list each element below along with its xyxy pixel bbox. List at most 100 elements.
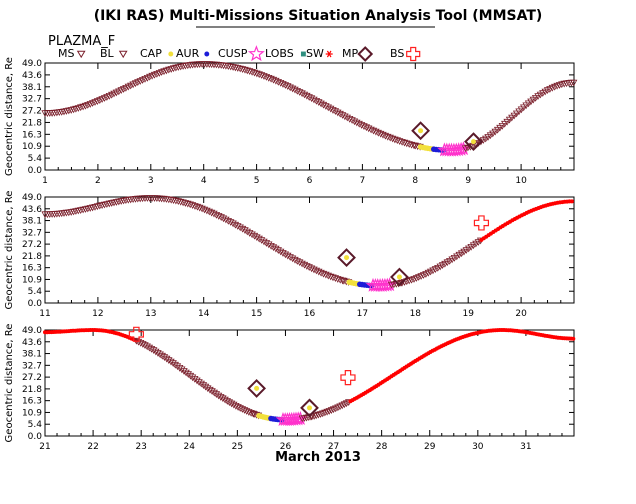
orbit-point: [327, 273, 335, 281]
legend: MS BL CAP AUR CUSP LOBS SW MP BS: [58, 45, 421, 62]
month-label: March 2013: [275, 450, 361, 465]
triangle-down-icon: [118, 50, 128, 59]
orbit-point: [360, 123, 368, 131]
orbit-point: [284, 83, 292, 91]
legend-item-bs: BS: [390, 46, 421, 62]
orbit-point: [238, 66, 247, 74]
legend-label: CAP: [140, 47, 162, 60]
legend-item-aur: AUR: [176, 47, 210, 60]
orbit-segment-ms: [41, 61, 418, 150]
orbit-point: [293, 88, 301, 95]
x-tick-label: 17: [357, 309, 368, 319]
orbit-point: [248, 69, 256, 76]
diamond-icon: [357, 46, 374, 62]
orbit-point: [570, 79, 578, 87]
plot-frame: [44, 62, 575, 171]
orbit-point: [512, 110, 521, 118]
orbit-point: [262, 74, 271, 81]
x-tick-label: 10: [515, 176, 527, 186]
orbit-point: [510, 112, 518, 120]
orbit-point: [236, 65, 244, 73]
orbit-segment-sw: [43, 328, 138, 343]
marker-mp: [411, 121, 431, 141]
marker-bs: [473, 215, 490, 231]
orbit-point: [260, 73, 268, 80]
x-tick-label: 19: [462, 309, 474, 319]
y-tick-label: 49.0: [22, 59, 42, 69]
x-tick-label: 15: [251, 309, 262, 319]
x-tick-label: 7: [360, 176, 366, 186]
x-tick-label: 28: [376, 442, 388, 452]
orbit-point: [393, 137, 401, 145]
orbit-point: [246, 68, 254, 76]
orbit-point: [243, 67, 251, 75]
y-tick-label: 16.3: [22, 130, 42, 140]
x-tick-label: 25: [232, 442, 243, 452]
marker-mp: [337, 248, 356, 267]
x-tick-label: 2: [95, 176, 101, 186]
orbit-point: [353, 119, 361, 127]
orbit-point: [210, 210, 218, 218]
orbit-point: [453, 141, 469, 156]
y-tick-label: 43.6: [22, 205, 42, 215]
x-tick-label: 14: [198, 309, 210, 319]
y-tick-label: 49.0: [22, 193, 42, 203]
x-tick-label: 6: [307, 176, 313, 186]
orbit-point: [312, 267, 321, 275]
chart-panel-3: 0.0 5.4 10.916.3 21.8 27.2 32.738.1 43.6 49.0 21…: [4, 324, 576, 452]
x-tick-label: 30: [472, 442, 484, 452]
y-tick-label: 21.8: [22, 252, 42, 262]
y-tick-label: 10.9: [22, 275, 42, 285]
orbit-point: [411, 142, 419, 150]
y-tick-label: 10.9: [22, 408, 42, 418]
y-tick-label: 21.8: [22, 118, 42, 128]
orbit-point: [203, 207, 211, 215]
orbit-point: [403, 140, 411, 148]
y-tick-label: 38.1: [22, 217, 42, 227]
orbit-point: [250, 411, 258, 418]
legend-label: AUR: [176, 47, 200, 60]
orbit-point: [234, 65, 242, 72]
x-tick-label: 22: [87, 442, 98, 452]
y-tick-label: 38.1: [22, 83, 42, 93]
orbit-point: [310, 413, 318, 420]
y-axis-label: Geocentric distance, Re: [4, 57, 15, 176]
y-tick-label: 32.7: [22, 95, 42, 105]
cross-icon: [406, 46, 421, 62]
orbit-point: [257, 72, 266, 79]
orbit-point: [247, 410, 255, 417]
y-axis-label: Geocentric distance, Re: [4, 191, 15, 310]
orbit-point: [369, 127, 378, 135]
orbit-point: [186, 201, 194, 209]
orbit-point: [174, 198, 182, 206]
orbit-segment-ms: [472, 79, 578, 149]
orbit-point: [198, 205, 206, 213]
x-tick-label: 3: [148, 176, 154, 186]
y-tick-label: 38.1: [22, 350, 42, 360]
orbit-point: [119, 197, 128, 205]
orbit-point: [180, 368, 188, 375]
orbit-point: [508, 114, 516, 122]
x-tick-label: 4: [201, 176, 207, 186]
orbit-point: [340, 277, 348, 285]
x-tick-label: 26: [280, 442, 292, 452]
orbit-point: [569, 199, 574, 204]
marker-bs: [340, 369, 356, 386]
orbit-segment-sw: [479, 199, 574, 242]
y-axis-label: Geocentric distance, Re: [4, 324, 15, 443]
asterisk-icon: [325, 50, 333, 58]
legend-label: SW: [306, 47, 324, 60]
y-tick-label: 5.4: [28, 420, 43, 430]
orbit-segment-sw: [348, 328, 576, 404]
orbit-point: [501, 120, 509, 128]
orbit-point: [179, 199, 187, 207]
orbit-segment-cusp: [365, 277, 397, 292]
orbit-point: [184, 200, 192, 208]
orbit-point: [331, 275, 340, 283]
legend-item-cap: CAP: [140, 47, 174, 60]
orbit-point: [522, 102, 530, 110]
y-tick-label: 10.9: [22, 142, 42, 152]
plot-frame: [44, 329, 575, 437]
orbit-point: [177, 198, 185, 206]
